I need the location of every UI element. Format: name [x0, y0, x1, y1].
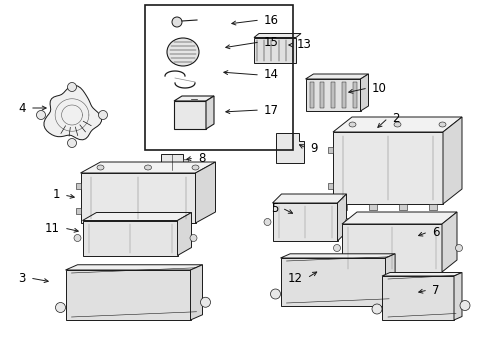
Polygon shape: [196, 162, 216, 223]
Text: 17: 17: [264, 104, 279, 117]
Ellipse shape: [192, 165, 199, 170]
Bar: [150, 223, 158, 229]
Polygon shape: [206, 96, 214, 129]
Ellipse shape: [55, 302, 66, 312]
Ellipse shape: [36, 111, 46, 120]
Polygon shape: [382, 273, 462, 276]
Text: 6: 6: [432, 225, 440, 238]
Polygon shape: [82, 220, 177, 256]
Polygon shape: [82, 212, 192, 220]
Ellipse shape: [68, 82, 76, 91]
Polygon shape: [66, 265, 202, 270]
Polygon shape: [174, 101, 206, 129]
Text: 1: 1: [52, 189, 60, 202]
Ellipse shape: [393, 285, 403, 295]
Ellipse shape: [172, 17, 182, 27]
Polygon shape: [338, 194, 346, 241]
Polygon shape: [386, 254, 395, 306]
Ellipse shape: [98, 111, 107, 120]
Polygon shape: [305, 79, 361, 111]
Polygon shape: [342, 212, 457, 224]
Bar: [429, 204, 437, 210]
Bar: [320, 82, 324, 108]
Ellipse shape: [68, 139, 76, 148]
Polygon shape: [80, 162, 216, 173]
Polygon shape: [361, 74, 368, 111]
Ellipse shape: [460, 301, 470, 310]
Bar: [75, 207, 80, 213]
Polygon shape: [333, 132, 443, 204]
Ellipse shape: [345, 219, 352, 225]
Text: 8: 8: [198, 152, 205, 165]
Bar: [145, 5, 293, 150]
Polygon shape: [254, 33, 301, 37]
Bar: [352, 82, 357, 108]
Text: 13: 13: [297, 39, 312, 51]
Ellipse shape: [167, 38, 199, 66]
Bar: [369, 204, 377, 210]
Polygon shape: [272, 203, 338, 241]
Bar: [339, 204, 347, 210]
Text: 2: 2: [392, 112, 399, 125]
Bar: [161, 154, 183, 170]
Ellipse shape: [97, 165, 104, 170]
Polygon shape: [66, 270, 191, 320]
Polygon shape: [254, 37, 296, 63]
Polygon shape: [272, 194, 346, 203]
Bar: [87, 223, 95, 229]
Ellipse shape: [372, 304, 382, 314]
Text: 4: 4: [19, 102, 26, 114]
Ellipse shape: [200, 297, 211, 307]
Polygon shape: [305, 74, 368, 79]
Polygon shape: [454, 273, 462, 320]
Polygon shape: [177, 212, 192, 256]
Text: 3: 3: [19, 271, 26, 284]
Polygon shape: [280, 254, 395, 258]
Polygon shape: [280, 258, 386, 306]
Polygon shape: [443, 117, 462, 204]
Polygon shape: [44, 85, 101, 140]
Ellipse shape: [190, 234, 197, 242]
Ellipse shape: [270, 289, 280, 299]
Text: 5: 5: [270, 202, 278, 215]
Text: 7: 7: [432, 284, 440, 297]
Bar: [342, 82, 346, 108]
Polygon shape: [442, 212, 457, 272]
Ellipse shape: [439, 122, 446, 127]
Polygon shape: [342, 224, 442, 272]
Text: 12: 12: [288, 271, 303, 284]
Ellipse shape: [334, 244, 341, 252]
Text: 11: 11: [45, 221, 60, 234]
Ellipse shape: [394, 122, 401, 127]
Text: 16: 16: [264, 13, 279, 27]
Bar: [399, 204, 407, 210]
Polygon shape: [276, 133, 304, 163]
Text: 15: 15: [264, 36, 279, 49]
Bar: [328, 183, 333, 189]
Bar: [331, 82, 335, 108]
Polygon shape: [333, 117, 462, 132]
Ellipse shape: [349, 122, 356, 127]
Bar: [183, 159, 188, 165]
Ellipse shape: [264, 219, 271, 225]
Text: 14: 14: [264, 68, 279, 81]
Bar: [118, 223, 126, 229]
Polygon shape: [382, 276, 454, 320]
Bar: [328, 147, 333, 153]
Text: 9: 9: [310, 141, 318, 154]
Polygon shape: [80, 173, 196, 223]
Text: 10: 10: [372, 81, 387, 94]
Polygon shape: [191, 265, 202, 320]
Bar: [75, 183, 80, 189]
Ellipse shape: [74, 234, 81, 242]
Bar: [181, 223, 190, 229]
Ellipse shape: [145, 165, 151, 170]
Bar: [310, 82, 314, 108]
Polygon shape: [174, 96, 214, 101]
Ellipse shape: [456, 244, 463, 252]
